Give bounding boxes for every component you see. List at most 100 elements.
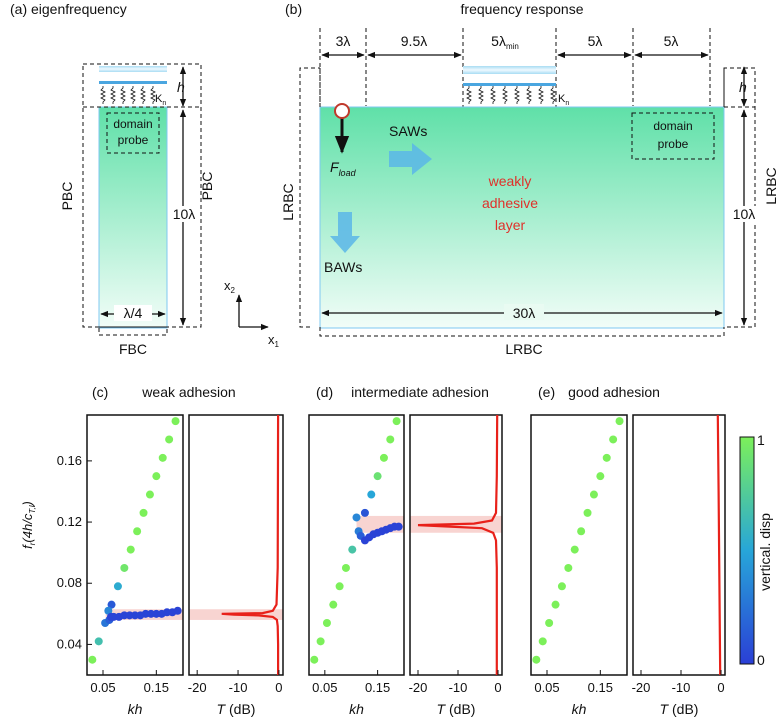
colorbar: [739, 436, 755, 665]
T-tick-1-1: -10: [449, 680, 468, 695]
adhesive-layer-b: [463, 66, 556, 74]
y-tick-3: 0.16: [57, 453, 82, 468]
saws-arrow: [389, 143, 432, 175]
y-tick-2: 0.12: [57, 514, 82, 529]
weak-layer-label-1: weakly: [488, 173, 532, 189]
adhesive-layer-a: [99, 66, 167, 72]
green-branch-point-0-13: [171, 417, 180, 426]
green-branch-point-1-5: [341, 563, 350, 572]
panel-b-label: (b): [285, 1, 302, 17]
panel-title-0: weak adhesion: [141, 384, 235, 400]
green-branch-point-2-3: [551, 600, 560, 609]
green-branch-point-2-1: [538, 637, 547, 646]
green-branch-point-0-11: [158, 453, 167, 462]
dim-9-5lambda: 9.5λ: [401, 33, 427, 49]
T-axis-label-0: T (dB): [217, 701, 256, 717]
green-branch-point-1-6: [348, 545, 357, 554]
T-tick-0-0: -20: [188, 680, 207, 695]
T-tick-0-2: 0: [275, 680, 282, 695]
colorbar-label: vertical. disp: [757, 513, 773, 591]
green-branch-point-1-3: [329, 600, 338, 609]
green-branch-point-2-5: [564, 563, 573, 572]
springs-a: [100, 86, 156, 104]
green-branch-point-0-4: [113, 582, 122, 591]
green-branch-point-1-12: [386, 435, 395, 444]
green-branch-point-2-9: [589, 490, 598, 499]
substrate-a: [98, 106, 168, 329]
transmission-frame-1: [409, 414, 503, 676]
green-branch-point-1-9: [367, 490, 376, 499]
pbc-left-label: PBC: [59, 182, 75, 211]
T-tick-1-2: 0: [494, 680, 501, 695]
transmission-curve-1: [417, 414, 499, 675]
panel-b-title: frequency response: [461, 1, 584, 17]
green-branch-point-2-12: [609, 435, 618, 444]
domain-probe-b: [631, 112, 715, 160]
green-branch-point-0-8: [139, 508, 148, 517]
green-branch-point-0-6: [126, 545, 135, 554]
panel-0: (c) weak adhesion 0.05 0.15 -20 -10 0 kh T (dB): [86, 384, 284, 717]
lrbc-left-label: LRBC: [280, 183, 296, 220]
green-branch-point-1-1: [316, 637, 325, 646]
blue-branch-point-1-0: [352, 513, 361, 522]
lrbc-right-label: LRBC: [763, 167, 779, 204]
height-label-a: 10λ: [173, 206, 196, 222]
h-label-a: h: [177, 79, 185, 95]
blue-branch-point-1-10: [394, 522, 403, 531]
transmission-frame-0: [188, 414, 284, 676]
T-tick-2-2: 0: [717, 680, 724, 695]
T-tick-0-1: -10: [229, 680, 248, 695]
svg-text:x2: x2: [224, 278, 236, 295]
green-branch-point-0-12: [165, 435, 174, 444]
panel-title-1: intermediate adhesion: [351, 384, 489, 400]
panel-1: (d) intermediate adhesion 0.05 0.15 -20 -10 0 k…: [308, 384, 503, 717]
panels-content: (c) weak adhesion 0.05 0.15 -20 -10 0 kh T (dB) (…: [86, 384, 726, 717]
y-axis-label: fr(4h/cT,l): [20, 501, 37, 549]
green-branch-point-1-8: [360, 508, 369, 517]
domain-probe-a: [106, 112, 160, 154]
kh-tick-1-0: 0.05: [312, 680, 337, 695]
weak-layer-label-2: adhesive: [482, 195, 538, 211]
green-branch-point-1-4: [335, 582, 344, 591]
width-label-a: λ/4: [124, 305, 143, 321]
axes-indicator: x2 x1: [224, 278, 280, 349]
fbc-label: FBC: [119, 341, 147, 357]
T-tick-1-0: -20: [409, 680, 428, 695]
green-branch-point-0-9: [145, 490, 154, 499]
colorbar-min-label: 0: [757, 652, 765, 668]
kh-axis-label-2: kh: [572, 701, 587, 717]
green-branch-point-0-10: [152, 472, 161, 481]
green-branch-point-0-5: [120, 563, 129, 572]
svg-text:x1: x1: [268, 332, 280, 349]
green-branch-point-2-8: [583, 508, 592, 517]
saws-label: SAWs: [389, 123, 427, 139]
green-branch-point-2-4: [557, 582, 566, 591]
kn-label-b: Kn: [558, 93, 569, 107]
layer-base-a: [99, 81, 167, 84]
panel-label-1: (d): [316, 384, 333, 400]
panel-a-title: (a) eigenfrequency: [10, 1, 127, 17]
panel-label-0: (c): [92, 384, 108, 400]
green-branch-point-2-10: [596, 472, 605, 481]
weak-layer-label-3: layer: [495, 217, 526, 233]
green-branch-point-2-6: [570, 545, 579, 554]
kh-tick-0-1: 0.15: [144, 680, 169, 695]
green-branch-point-0-7: [133, 527, 142, 536]
transmission-curve-0: [221, 414, 280, 675]
y-tick-labels: 0.04 0.08 0.12 0.16: [57, 453, 92, 651]
green-branch-point-2-2: [545, 619, 554, 627]
green-branch-point-2-7: [577, 527, 586, 536]
green-branch-point-1-10: [373, 472, 382, 481]
kh-tick-2-0: 0.05: [534, 680, 559, 695]
dispersion-frame-0: [86, 414, 184, 676]
green-branch-point-1-13: [392, 417, 401, 426]
blue-branch-point-0-0: [104, 606, 113, 615]
kh-axis-label-0: kh: [128, 701, 143, 717]
springs-b: [466, 86, 556, 104]
y-tick-1: 0.08: [57, 575, 82, 590]
transmission-frame-2: [632, 414, 726, 676]
panel-2: (e) good adhesion 0.05 0.15 -20 -10 0 kh T (dB): [530, 384, 726, 717]
load-point: [334, 103, 350, 119]
width-label-b: 30λ: [513, 305, 536, 321]
dim-5lambda-min: 5λmin: [491, 33, 519, 51]
